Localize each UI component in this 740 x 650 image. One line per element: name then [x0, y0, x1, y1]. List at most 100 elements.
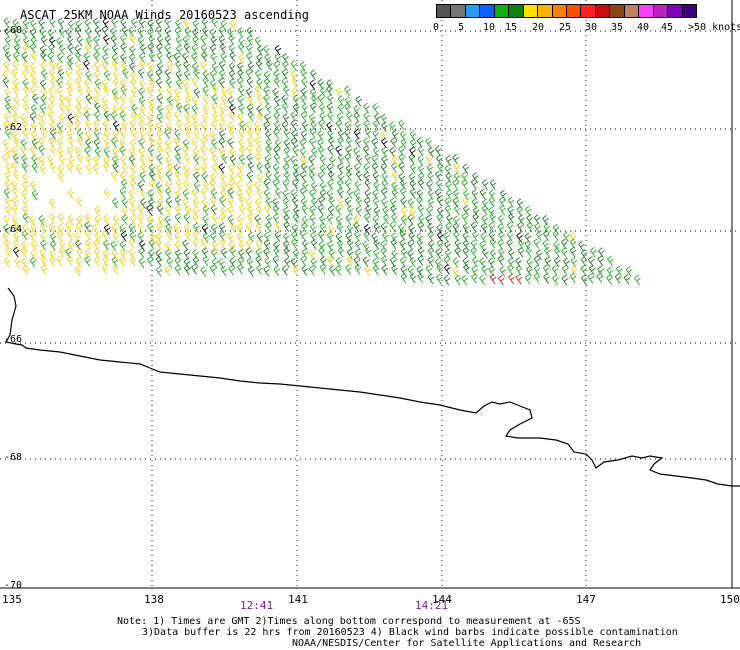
wind-barb — [65, 94, 73, 106]
wind-barb — [507, 257, 515, 269]
wind-barb — [283, 139, 291, 150]
wind-barb — [470, 221, 478, 233]
wind-barb — [11, 146, 18, 157]
wind-barb — [569, 232, 577, 243]
wind-barb — [218, 213, 226, 224]
wind-barb — [236, 162, 244, 174]
wind-barb — [452, 179, 459, 190]
wind-barb — [40, 79, 47, 91]
wind-barb — [400, 206, 408, 218]
wind-barb — [488, 221, 496, 233]
wind-barb — [463, 189, 470, 201]
wind-barb — [299, 229, 307, 241]
wind-barb — [130, 214, 137, 225]
wind-barb — [40, 35, 48, 47]
wind-barb — [499, 204, 506, 216]
wind-barb — [291, 230, 298, 242]
wind-barb — [408, 231, 416, 243]
wind-barb — [300, 255, 307, 267]
wind-barb — [263, 70, 271, 82]
wind-barb — [437, 162, 444, 173]
wind-barb — [219, 69, 226, 81]
wind-barb — [219, 42, 227, 54]
wind-barb — [372, 214, 380, 226]
wind-barb — [507, 248, 515, 260]
wind-barb — [22, 172, 29, 184]
wind-barb — [22, 212, 30, 224]
wind-barb — [436, 263, 444, 275]
wind-barb — [48, 86, 56, 98]
legend-swatch — [638, 4, 654, 18]
wind-barb — [453, 162, 461, 174]
wind-barb — [103, 224, 111, 235]
wind-barb — [462, 231, 470, 243]
wind-barb — [471, 198, 479, 209]
wind-barb — [175, 189, 182, 200]
wind-barb — [302, 239, 309, 251]
wind-barb — [110, 111, 118, 122]
wind-barb — [445, 172, 453, 183]
wind-barb — [112, 129, 120, 141]
wind-barb — [580, 255, 588, 267]
wind-barb — [191, 188, 199, 199]
wind-barb — [94, 205, 102, 217]
wind-barb — [434, 145, 442, 156]
wind-barb — [147, 96, 155, 107]
wind-barb — [184, 86, 192, 98]
wind-barb — [31, 189, 39, 201]
wind-barb — [121, 197, 129, 209]
wind-barb — [12, 85, 20, 97]
wind-barb — [482, 248, 489, 259]
wind-barb — [85, 27, 92, 39]
wind-barb — [112, 197, 119, 209]
wind-barb — [364, 246, 372, 258]
wind-barb — [155, 238, 163, 250]
wind-barb — [623, 273, 631, 285]
wind-barb — [319, 222, 327, 233]
wind-barb — [147, 222, 154, 234]
wind-barb — [30, 51, 38, 63]
wind-barb — [184, 111, 191, 123]
legend-label: 30 — [585, 22, 598, 33]
wind-barb — [155, 255, 163, 267]
wind-barb — [533, 238, 540, 249]
wind-barb — [463, 205, 470, 216]
wind-barb — [309, 127, 317, 139]
wind-barb — [443, 263, 451, 275]
wind-barb — [408, 172, 416, 184]
wind-barb — [282, 60, 289, 72]
wind-barb — [191, 95, 199, 107]
wind-barb — [22, 224, 30, 235]
wind-barb — [247, 266, 255, 277]
wind-barb — [283, 240, 290, 251]
wind-barb — [146, 120, 154, 132]
wind-barb — [175, 35, 183, 47]
wind-barb — [355, 95, 363, 107]
wind-barb — [112, 263, 119, 275]
wind-barb — [22, 43, 30, 55]
wind-barb — [391, 249, 398, 261]
wind-barb — [39, 27, 46, 39]
wind-barb — [308, 249, 316, 260]
wind-barb — [371, 154, 379, 166]
wind-barb — [121, 26, 129, 37]
wind-barb — [426, 180, 433, 191]
wind-barb — [31, 162, 39, 173]
wind-barb — [148, 77, 156, 89]
wind-barb — [130, 71, 137, 82]
wind-barb — [93, 85, 101, 97]
wind-barb — [184, 128, 192, 140]
wind-barb — [110, 240, 118, 252]
wind-barb — [257, 111, 264, 123]
wind-barb — [381, 137, 388, 149]
wind-barb — [210, 232, 217, 243]
wind-barb — [452, 189, 460, 200]
wind-barb — [256, 173, 264, 184]
wind-barb — [291, 196, 299, 208]
wind-barb — [291, 77, 299, 88]
wind-barb — [311, 197, 318, 209]
wind-barb — [175, 102, 183, 114]
wind-barb — [263, 77, 271, 89]
wind-barb — [507, 264, 514, 275]
wind-barb — [29, 145, 37, 157]
